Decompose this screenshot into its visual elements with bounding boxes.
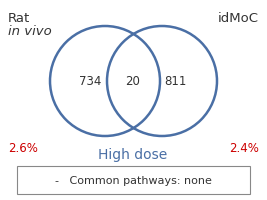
Text: High dose: High dose bbox=[98, 147, 168, 161]
Text: -   Common pathways: none: - Common pathways: none bbox=[55, 175, 212, 185]
Text: in vivo: in vivo bbox=[8, 25, 52, 38]
FancyBboxPatch shape bbox=[17, 166, 250, 194]
Text: 20: 20 bbox=[125, 75, 140, 88]
Text: 2.6%: 2.6% bbox=[8, 141, 38, 154]
Text: 811: 811 bbox=[164, 75, 186, 88]
Text: Rat: Rat bbox=[8, 12, 30, 25]
Text: 734: 734 bbox=[79, 75, 101, 88]
Text: idMoC: idMoC bbox=[218, 12, 259, 25]
Text: 2.4%: 2.4% bbox=[229, 141, 259, 154]
